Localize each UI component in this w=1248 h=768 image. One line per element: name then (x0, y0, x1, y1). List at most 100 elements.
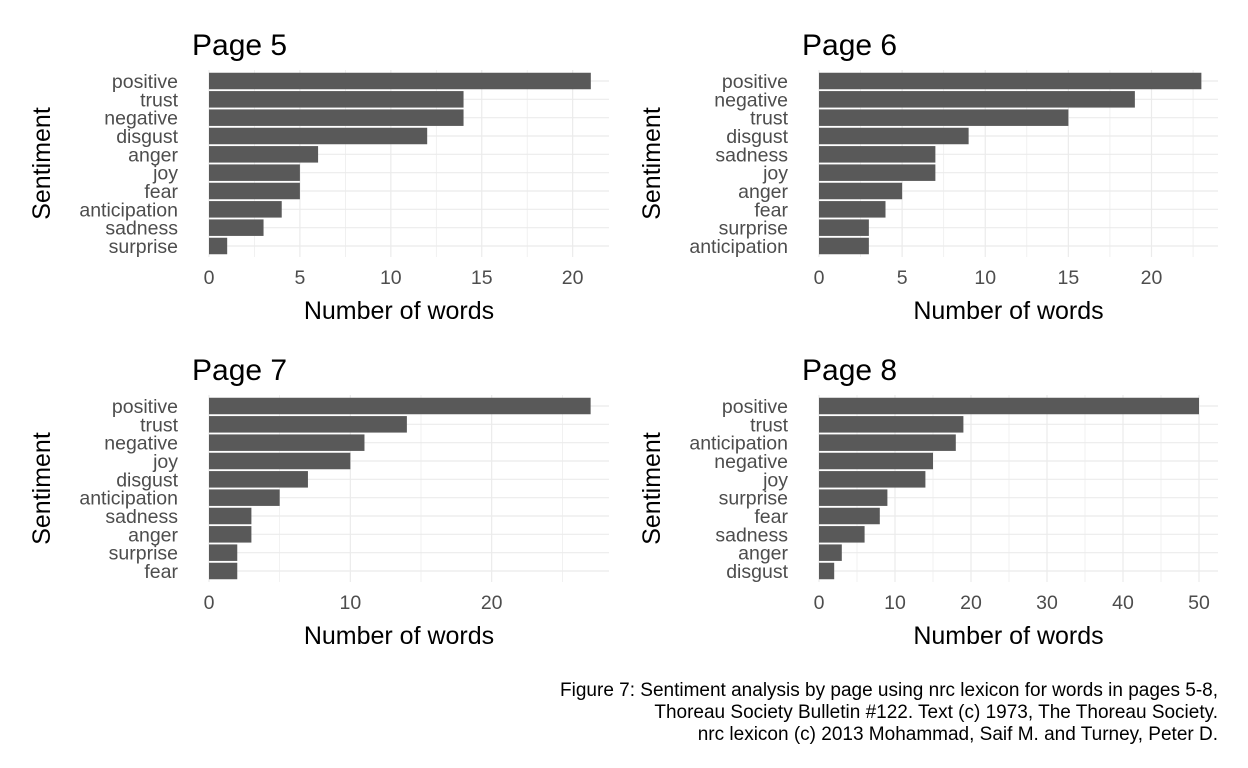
category-label: disgust (726, 561, 788, 583)
x-tick-label: 30 (1036, 592, 1058, 614)
x-tick-label: 0 (204, 267, 215, 289)
category-label: surprise (719, 218, 788, 240)
bar-fear (209, 562, 238, 580)
category-label: joy (152, 451, 178, 473)
y-axis-label: Sentiment (638, 432, 666, 545)
category-label: anticipation (689, 236, 788, 258)
x-axis-label: Number of words (913, 622, 1103, 650)
category-label: anticipation (79, 199, 178, 221)
category-label: trust (750, 108, 789, 130)
bar-disgust (209, 127, 428, 145)
category-label: anticipation (689, 433, 788, 455)
x-tick-label: 10 (380, 267, 402, 289)
bar-surprise (209, 237, 228, 255)
category-label: negative (104, 433, 178, 455)
x-tick-label: 15 (1058, 267, 1080, 289)
bar-trust (209, 91, 464, 108)
bar-negative (209, 434, 365, 451)
bar-negative (819, 91, 1135, 108)
panel-4: positivetrustanticipationnegativejoysurp… (638, 354, 1218, 650)
bar-positive (819, 72, 1202, 90)
bar-disgust (819, 562, 835, 580)
bar-sadness (209, 219, 264, 236)
x-tick-label: 0 (814, 592, 825, 614)
caption-line-1: Figure 7: Sentiment analysis by page usi… (560, 680, 1218, 701)
category-label: trust (140, 89, 179, 111)
category-label: disgust (116, 469, 178, 491)
x-tick-label: 20 (960, 592, 982, 614)
x-tick-label: 40 (1112, 592, 1134, 614)
category-label: fear (754, 199, 788, 221)
panel-title: Page 7 (192, 354, 287, 387)
bar-surprise (209, 544, 238, 561)
bar-positive (209, 397, 591, 415)
x-tick-label: 5 (897, 267, 908, 289)
x-tick-label: 20 (481, 592, 503, 614)
bar-sadness (209, 507, 252, 525)
panel-title: Page 5 (192, 29, 287, 62)
bar-anticipation (209, 201, 282, 218)
category-label: fear (144, 561, 178, 583)
category-label: anticipation (79, 488, 178, 510)
bar-fear (819, 201, 886, 218)
x-tick-label: 0 (814, 267, 825, 289)
category-label: trust (140, 414, 179, 436)
y-axis-label: Sentiment (28, 107, 56, 220)
category-label: joy (762, 163, 788, 185)
bar-disgust (209, 471, 308, 488)
bar-surprise (819, 489, 888, 506)
category-label: anger (738, 181, 788, 203)
bar-anticipation (819, 237, 869, 255)
x-tick-label: 20 (562, 267, 584, 289)
caption-line-2: Thoreau Society Bulletin #122. Text (c) … (654, 702, 1218, 723)
bar-trust (819, 416, 964, 433)
bar-trust (209, 416, 407, 433)
bar-anger (209, 146, 319, 163)
category-label: fear (144, 181, 178, 203)
panel-3: positivetrustnegativejoydisgustanticipat… (28, 354, 609, 650)
x-tick-label: 0 (204, 592, 215, 614)
x-axis-label: Number of words (913, 297, 1103, 325)
category-label: anger (128, 524, 178, 546)
bar-joy (819, 471, 926, 488)
bar-joy (209, 452, 351, 470)
category-label: anger (128, 144, 178, 166)
category-label: surprise (109, 236, 178, 258)
x-tick-label: 5 (294, 267, 305, 289)
panel-1: positivetrustnegativedisgustangerjoyfear… (28, 29, 609, 325)
figure-caption: Figure 7: Sentiment analysis by page usi… (318, 680, 1218, 746)
x-tick-label: 50 (1188, 592, 1210, 614)
bar-surprise (819, 219, 869, 236)
panel-title: Page 8 (802, 354, 897, 387)
category-label: trust (750, 414, 789, 436)
category-label: anger (738, 543, 788, 565)
x-tick-label: 15 (471, 267, 493, 289)
bar-anger (819, 544, 842, 561)
category-label: negative (104, 108, 178, 130)
bar-anticipation (819, 434, 956, 451)
category-label: disgust (726, 126, 788, 148)
y-axis-label: Sentiment (28, 432, 56, 545)
bar-disgust (819, 127, 969, 145)
category-label: sadness (105, 218, 178, 240)
bar-anger (819, 182, 903, 200)
bar-positive (819, 397, 1199, 415)
bar-sadness (819, 146, 936, 163)
category-label: negative (714, 89, 788, 111)
category-label: joy (152, 163, 178, 185)
category-label: positive (722, 396, 788, 418)
bar-negative (209, 109, 464, 126)
category-label: negative (714, 451, 788, 473)
bar-negative (819, 452, 933, 470)
bar-positive (209, 72, 591, 90)
bar-anticipation (209, 489, 280, 506)
y-axis-label: Sentiment (638, 107, 666, 220)
caption-line-3: nrc lexicon (c) 2013 Mohammad, Saif M. a… (697, 724, 1218, 745)
bar-fear (209, 182, 300, 200)
category-label: joy (762, 469, 788, 491)
category-label: surprise (719, 488, 788, 510)
panel-2: positivenegativetrustdisgustsadnessjoyan… (638, 29, 1218, 325)
panel-title: Page 6 (802, 29, 897, 62)
category-label: sadness (105, 506, 178, 528)
